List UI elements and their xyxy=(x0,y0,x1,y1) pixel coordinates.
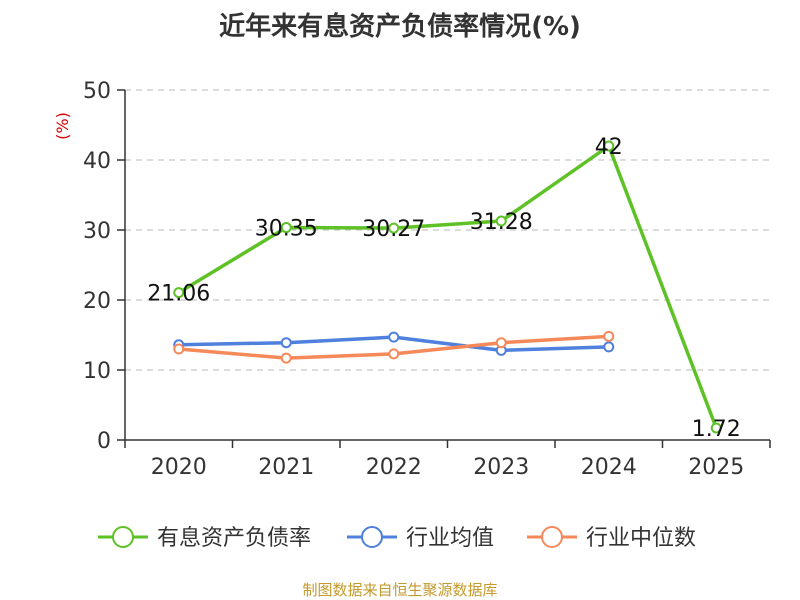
data-point xyxy=(603,140,615,152)
legend-label: 行业均值 xyxy=(406,526,494,551)
x-tick-label: 2025 xyxy=(688,455,744,480)
data-label: 21.06 xyxy=(147,282,210,307)
y-tick-label: 40 xyxy=(83,149,111,174)
legend-swatch-marker xyxy=(541,526,563,548)
y-tick-label: 50 xyxy=(83,79,111,104)
legend-swatch-marker xyxy=(361,526,383,548)
data-point xyxy=(603,330,615,342)
x-tick-label: 2021 xyxy=(258,455,314,480)
data-label: 30.35 xyxy=(255,217,318,242)
data-point xyxy=(280,337,292,349)
data-label: 42 xyxy=(595,135,623,160)
y-tick-labels: 0 10 20 30 40 50 xyxy=(83,79,111,454)
data-point xyxy=(388,222,400,234)
y-tick-label: 0 xyxy=(97,429,111,454)
data-label: 30.27 xyxy=(362,217,425,242)
y-tick-label: 10 xyxy=(83,359,111,384)
data-point xyxy=(280,222,292,234)
x-tick-label: 2022 xyxy=(366,455,422,480)
data-label: 1.72 xyxy=(692,417,741,442)
data-point xyxy=(603,341,615,353)
series-line xyxy=(177,144,718,430)
x-tick-label: 2023 xyxy=(473,455,529,480)
legend: 有息资产负债率 行业均值 行业中位数 xyxy=(98,526,696,551)
legend-label: 有息资产负债率 xyxy=(157,526,311,551)
legend-swatch-marker xyxy=(112,526,134,548)
x-tick-labels: 2020 2021 2022 2023 2024 2025 xyxy=(151,455,745,480)
y-axis-label: (%) xyxy=(53,112,72,140)
data-point xyxy=(495,337,507,349)
axes xyxy=(117,89,771,448)
data-label: 31.28 xyxy=(470,210,533,235)
x-tick-label: 2020 xyxy=(151,455,207,480)
data-point xyxy=(388,348,400,360)
data-point xyxy=(280,352,292,364)
legend-label: 行业中位数 xyxy=(586,526,696,551)
data-point xyxy=(173,287,185,299)
chart-title: 近年来有息资产负债率情况(%) xyxy=(219,11,581,42)
data-point xyxy=(173,343,185,355)
x-tick-label: 2024 xyxy=(581,455,637,480)
y-tick-label: 20 xyxy=(83,289,111,314)
y-tick-label: 30 xyxy=(83,219,111,244)
data-point xyxy=(495,215,507,227)
grid-lines xyxy=(125,89,770,371)
data-point xyxy=(388,331,400,343)
source-note: 制图数据来自恒生聚源数据库 xyxy=(302,581,497,599)
data-labels: 21.06 30.35 30.27 31.28 42 1.72 xyxy=(147,135,740,442)
data-point xyxy=(710,422,722,434)
series-lines xyxy=(173,140,722,434)
